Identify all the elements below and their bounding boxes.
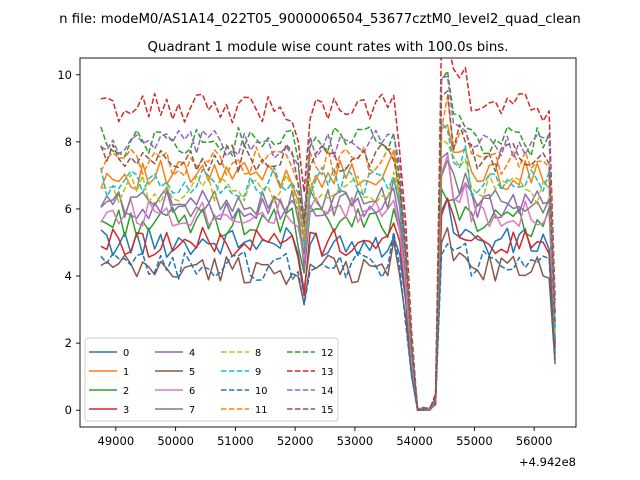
x-tick-label: 55000 [456, 434, 493, 448]
series-line-15 [100, 90, 556, 411]
legend-label-14: 14 [321, 386, 333, 397]
legend-label-15: 15 [321, 405, 333, 416]
x-tick-label: 50000 [157, 434, 194, 448]
plot-area [79, 57, 577, 428]
y-tick-label: 4 [65, 269, 72, 283]
series-line-5 [100, 226, 556, 411]
legend-label-0: 0 [123, 348, 129, 359]
x-tick-label: 52000 [277, 434, 314, 448]
series-line-0 [100, 197, 556, 411]
y-tick-label: 0 [65, 403, 72, 417]
plot-frame [79, 57, 577, 428]
series-line-1 [100, 124, 556, 411]
series-line-3 [100, 197, 556, 411]
legend-label-4: 4 [189, 348, 195, 359]
series-line-8 [100, 137, 556, 411]
legend-label-7: 7 [189, 405, 195, 416]
legend-label-8: 8 [255, 348, 261, 359]
legend-label-2: 2 [123, 386, 129, 397]
chart-suptitle: n file: modeM0/AS1A14_022T05_9000006504_… [59, 12, 581, 27]
y-tick-label: 2 [65, 336, 72, 350]
series-line-13 [100, 58, 556, 411]
legend-label-6: 6 [189, 386, 195, 397]
chart-title: Quadrant 1 module wise count rates with … [148, 40, 509, 55]
x-tick-label: 53000 [337, 434, 374, 448]
series-line-9 [100, 121, 556, 411]
legend-label-10: 10 [255, 386, 267, 397]
series-line-7 [100, 159, 556, 411]
series-line-14 [100, 75, 556, 411]
x-tick-label: 56000 [516, 434, 553, 448]
x-axis: 49000 50000 51000 52000 53000 54000 55000 56000 [98, 427, 553, 448]
series-line-2 [100, 188, 556, 411]
y-tick-label: 6 [65, 202, 72, 216]
series-line-6 [100, 154, 556, 411]
x-tick-label: 51000 [217, 434, 254, 448]
series-line-10 [100, 231, 556, 411]
legend-box [84, 337, 339, 422]
series-group [100, 58, 556, 411]
legend-label-13: 13 [321, 367, 333, 378]
legend-label-12: 12 [321, 348, 333, 359]
legend-label-5: 5 [189, 367, 195, 378]
y-tick-label: 10 [57, 68, 72, 82]
y-tick-label: 8 [65, 135, 72, 149]
legend-label-11: 11 [255, 405, 267, 416]
x-tick-label: 49000 [98, 434, 135, 448]
x-tick-label: 54000 [396, 434, 433, 448]
legend-label-3: 3 [123, 405, 129, 416]
y-axis: 0 2 4 6 8 10 [57, 68, 80, 417]
legend-label-1: 1 [123, 367, 129, 378]
legend-label-9: 9 [255, 367, 261, 378]
x-offset-label: +4.942e8 [519, 455, 576, 469]
